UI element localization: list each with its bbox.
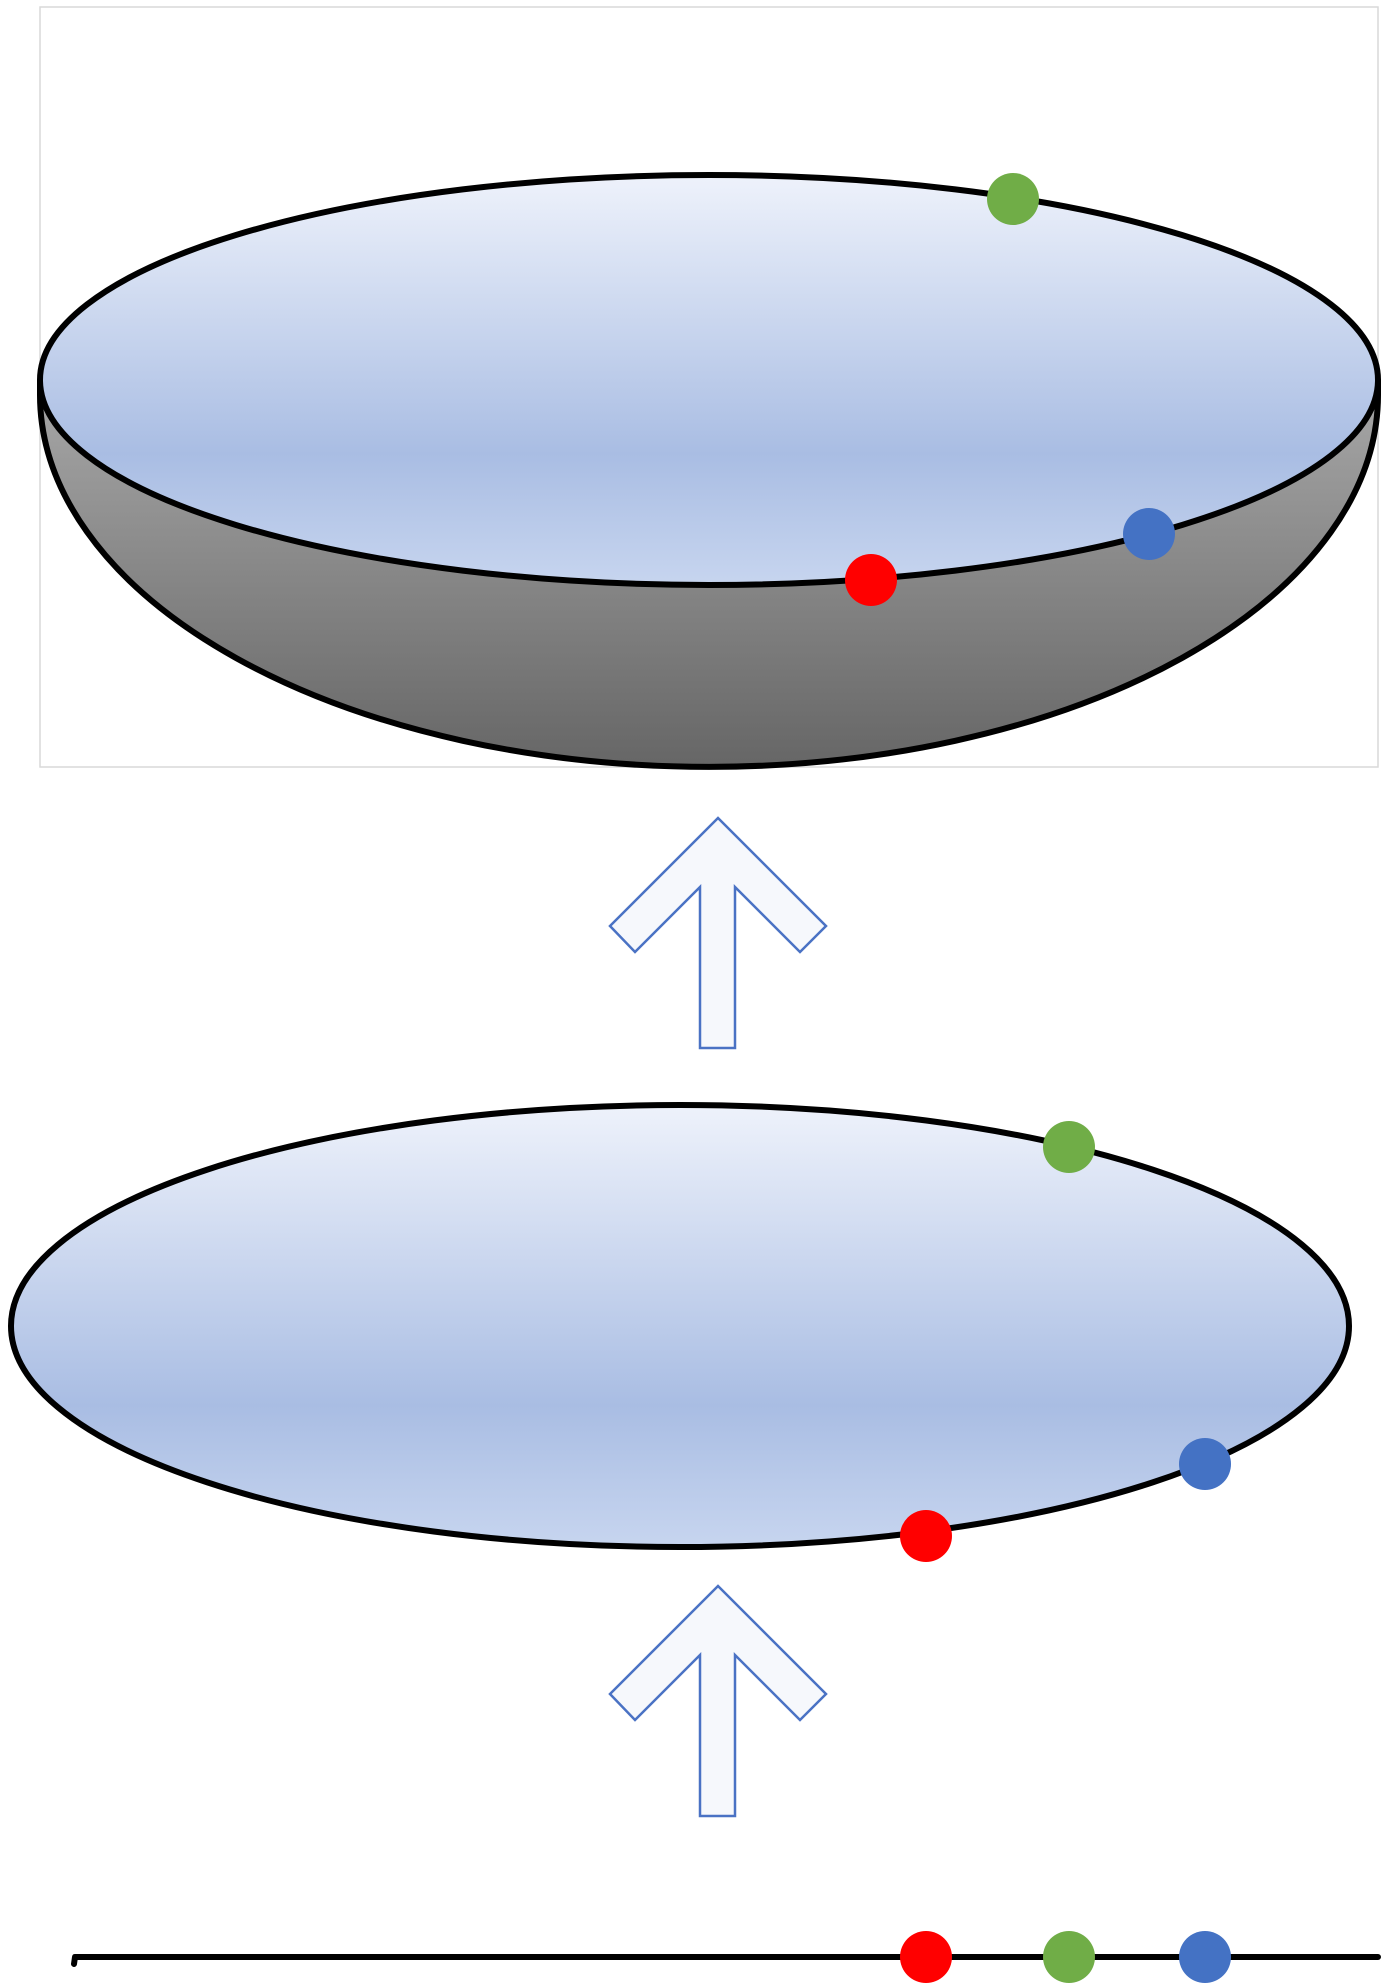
bowl-point-green [987,173,1039,225]
line-point-red [900,1931,952,1983]
up-arrow-icon [608,1584,828,1818]
line-stage [71,1931,1381,1983]
bowl-point-blue [1123,508,1175,560]
line-point-blue [1179,1931,1231,1983]
line-point-green [1043,1931,1095,1983]
disk-stage [8,1102,1352,1562]
bowl-stage [37,172,1381,770]
up-arrow-icon [608,816,828,1050]
disk-point-green [1043,1121,1095,1173]
disk-ellipse [8,1102,1352,1550]
bowl-point-red [845,554,897,606]
disk-point-red [900,1510,952,1562]
bowl-rim [37,172,1381,588]
disk-point-blue [1179,1438,1231,1490]
